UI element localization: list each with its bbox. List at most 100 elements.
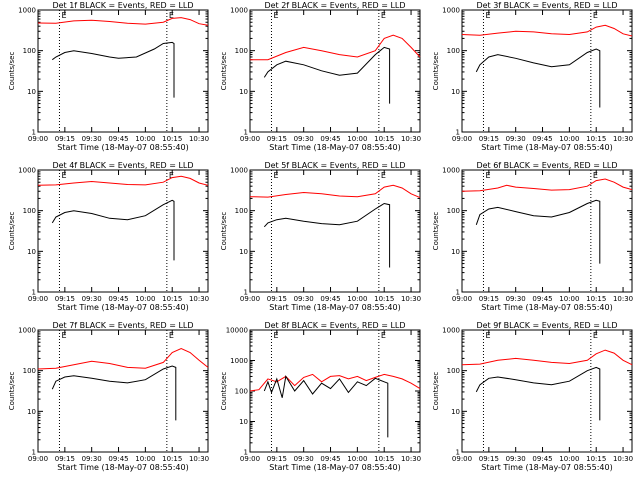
x-tick-label: 09:15 (55, 295, 75, 303)
plot-frame (37, 9, 209, 133)
y-tick-label: 1 (456, 449, 460, 457)
y-tick-label: 100 (235, 207, 248, 215)
x-tick-label: 09:30 (294, 455, 314, 463)
x-tick-label: 09:00 (240, 455, 260, 463)
event-marker-label: E (485, 171, 490, 180)
y-tick-label: 10 (239, 88, 248, 96)
y-tick-label: 10 (27, 248, 36, 256)
y-tick-label: 100 (23, 367, 36, 375)
y-axis-label: Counts/sec (432, 372, 440, 411)
y-axis-label: Counts/sec (432, 52, 440, 91)
event-marker-label: E (61, 11, 66, 20)
y-tick-label: 10 (239, 418, 248, 426)
detector-panel: Det 3f BLACK = Events, RED = LLD 1 10 100 10… (432, 1, 633, 152)
x-tick-label: 10:30 (613, 295, 633, 303)
event-marker-label: E (593, 331, 598, 340)
events-rate-line (51, 365, 177, 421)
panel-title: Det 2f BLACK = Events, RED = LLD (264, 1, 405, 10)
y-tick-label: 1000 (18, 327, 36, 335)
x-tick-label: 09:30 (506, 135, 526, 143)
events-rate-line (475, 199, 601, 264)
lld-rate-line (250, 34, 421, 61)
plot-frame (37, 329, 209, 453)
x-tick-label: 09:00 (452, 455, 472, 463)
x-tick-label: 09:00 (28, 295, 48, 303)
detector-panel: Det 8f BLACK = Events, RED = LLD 1 10 100 10… (220, 321, 421, 472)
x-tick-label: 10:15 (162, 135, 182, 143)
detector-panel: Det 9f BLACK = Events, RED = LLD 1 10 100 10… (432, 321, 633, 472)
x-tick-label: 09:15 (267, 135, 287, 143)
lld-rate-line (37, 175, 209, 186)
x-tick-label: 10:00 (347, 455, 367, 463)
x-axis-label: Start Time (18-May-07 08:55:40) (269, 463, 400, 472)
x-axis-label: Start Time (18-May-07 08:55:40) (269, 143, 400, 152)
panel-title: Det 9f BLACK = Events, RED = LLD (476, 321, 617, 330)
panel-title: Det 4f BLACK = Events, RED = LLD (52, 161, 193, 170)
events-rate-line (475, 48, 601, 108)
x-tick-label: 09:00 (240, 295, 260, 303)
x-tick-label: 10:00 (347, 295, 367, 303)
event-marker-label: E (61, 171, 66, 180)
plot-frame (461, 169, 633, 293)
x-tick-label: 10:30 (613, 455, 633, 463)
x-tick-label: 10:15 (374, 295, 394, 303)
y-tick-label: 1000 (442, 167, 460, 175)
x-tick-label: 09:45 (108, 295, 128, 303)
x-tick-label: 09:15 (479, 295, 499, 303)
panel-title: Det 1f BLACK = Events, RED = LLD (52, 1, 193, 10)
x-tick-label: 10:30 (401, 135, 421, 143)
event-marker-label: E (273, 11, 278, 20)
event-marker-label: E (169, 171, 174, 180)
detector-panel: Det 6f BLACK = Events, RED = LLD 1 10 100 10… (432, 161, 633, 312)
y-tick-label: 100 (23, 47, 36, 55)
x-tick-label: 10:15 (162, 455, 182, 463)
x-axis-label: Start Time (18-May-07 08:55:40) (57, 303, 188, 312)
y-tick-label: 100 (447, 367, 460, 375)
panel-title: Det 7f BLACK = Events, RED = LLD (52, 321, 193, 330)
x-tick-label: 09:00 (28, 135, 48, 143)
x-tick-label: 10:00 (347, 135, 367, 143)
y-axis-label: Counts/sec (220, 52, 228, 91)
lld-rate-line (461, 24, 633, 37)
x-tick-label: 10:30 (189, 295, 209, 303)
x-tick-label: 10:00 (559, 135, 579, 143)
y-tick-label: 100 (447, 207, 460, 215)
x-tick-label: 09:15 (55, 135, 75, 143)
x-tick-label: 09:30 (82, 455, 102, 463)
x-tick-label: 10:15 (374, 135, 394, 143)
x-tick-label: 10:30 (189, 135, 209, 143)
event-marker-label: E (485, 11, 490, 20)
y-tick-label: 10 (451, 88, 460, 96)
lld-rate-line (249, 184, 421, 199)
panel-title: Det 3f BLACK = Events, RED = LLD (476, 1, 617, 10)
y-tick-label: 10 (451, 408, 460, 416)
x-tick-label: 09:00 (452, 295, 472, 303)
events-rate-line (51, 199, 175, 261)
x-axis-label: Start Time (18-May-07 08:55:40) (481, 463, 612, 472)
x-tick-label: 09:45 (532, 135, 552, 143)
y-tick-label: 1000 (230, 167, 248, 175)
y-tick-label: 1 (32, 289, 36, 297)
x-tick-label: 09:45 (320, 295, 340, 303)
detector-panel: Det 2f BLACK = Events, RED = LLD 1 10 100 10… (220, 1, 421, 152)
x-tick-label: 09:30 (506, 295, 526, 303)
x-tick-label: 09:30 (82, 295, 102, 303)
y-axis-label: Counts/sec (8, 372, 16, 411)
y-tick-label: 1000 (442, 327, 460, 335)
events-rate-line (51, 41, 175, 98)
y-tick-label: 1 (32, 449, 36, 457)
lld-rate-line (249, 373, 421, 392)
event-marker-label: E (273, 171, 278, 180)
y-tick-label: 1 (244, 289, 248, 297)
x-axis-label: Start Time (18-May-07 08:55:40) (481, 303, 612, 312)
event-marker-label: E (381, 331, 386, 340)
y-tick-label: 1000 (442, 7, 460, 15)
x-tick-label: 10:15 (162, 295, 182, 303)
plot-frame (37, 169, 209, 293)
x-tick-label: 10:15 (586, 455, 606, 463)
event-marker-label: E (273, 331, 278, 340)
plot-frame (249, 169, 421, 293)
x-tick-label: 10:30 (189, 455, 209, 463)
event-marker-label: E (381, 171, 386, 180)
